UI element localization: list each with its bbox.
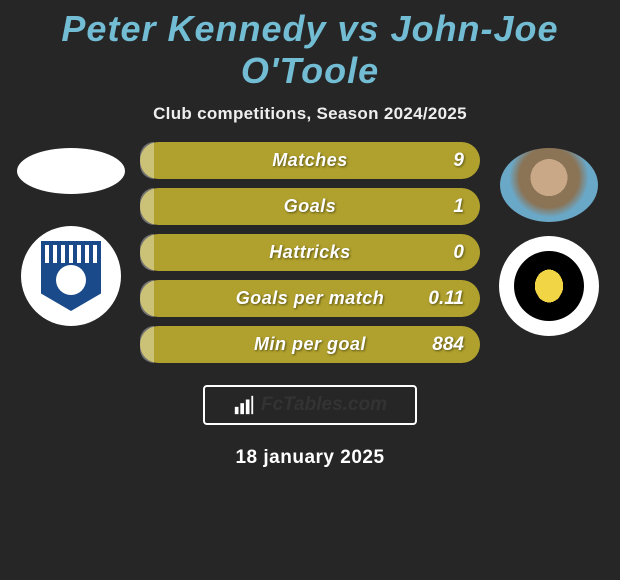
stat-label: Hattricks [269, 242, 351, 263]
stat-row-matches: Matches 9 [140, 142, 480, 179]
left-fill [140, 234, 154, 271]
eagle-badge-icon [514, 251, 584, 321]
page-title: Peter Kennedy vs John-Joe O'Toole [0, 0, 620, 92]
comparison-card: Peter Kennedy vs John-Joe O'Toole Club c… [0, 0, 620, 580]
left-fill [140, 142, 154, 179]
left-fill [140, 188, 154, 225]
date-label: 18 january 2025 [0, 447, 620, 469]
brand-box: FcTables.com [203, 385, 417, 425]
stat-value-right: 0.11 [428, 288, 464, 310]
stat-bars: Matches 9 Goals 1 Hattricks 0 Goals per … [140, 142, 480, 363]
stat-row-hattricks: Hattricks 0 [140, 234, 480, 271]
stat-label: Matches [272, 150, 348, 171]
stat-row-goals: Goals 1 [140, 188, 480, 225]
stat-value-right: 1 [453, 196, 464, 218]
shield-icon [41, 241, 101, 311]
club-badge-left [21, 226, 121, 326]
stat-value-right: 884 [432, 334, 464, 356]
stat-row-mpg: Min per goal 884 [140, 326, 480, 363]
brand-text: FcTables.com [261, 394, 387, 416]
left-fill [140, 326, 154, 363]
bar-chart-icon [233, 394, 255, 416]
player-avatar-right [500, 148, 598, 222]
right-column [488, 142, 610, 363]
stat-label: Goals per match [236, 288, 385, 309]
club-badge-right [499, 236, 599, 336]
left-column [10, 142, 132, 363]
stat-label: Min per goal [254, 334, 366, 355]
stat-label: Goals [284, 196, 337, 217]
main-content: Matches 9 Goals 1 Hattricks 0 Goals per … [0, 142, 620, 363]
stat-value-right: 9 [453, 150, 464, 172]
subtitle: Club competitions, Season 2024/2025 [0, 104, 620, 124]
player-avatar-left [17, 148, 125, 194]
stat-row-gpm: Goals per match 0.11 [140, 280, 480, 317]
left-fill [140, 280, 154, 317]
stat-value-right: 0 [453, 242, 464, 264]
